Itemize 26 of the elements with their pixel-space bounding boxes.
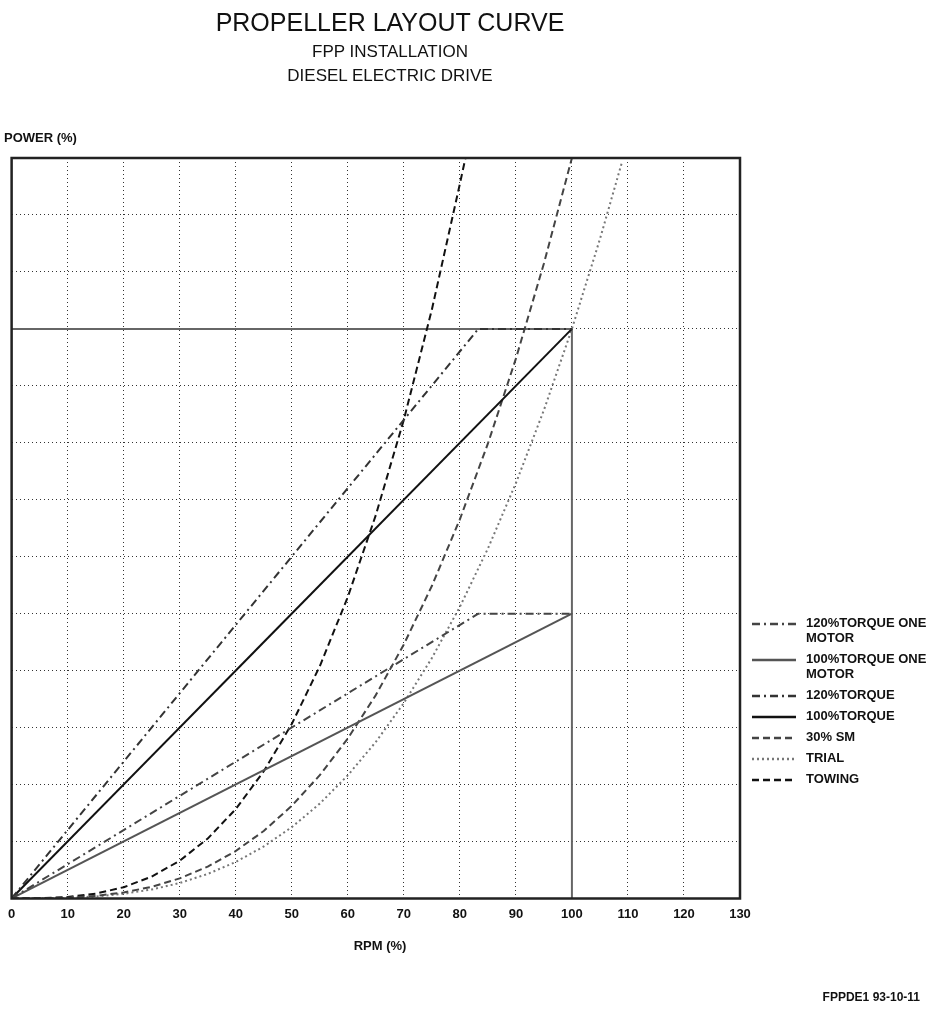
x-tick-label: 60 <box>340 905 356 921</box>
x-tick-label: 30 <box>172 905 187 921</box>
x-tick-label: 20 <box>116 905 131 921</box>
legend-label: 30% SM <box>806 729 856 744</box>
chart-subtitle: FPP INSTALLATION DIESEL ELECTRIC DRIVE <box>286 41 494 87</box>
legend-label: TOWING <box>806 771 860 786</box>
x-tick-label: 10 <box>60 905 75 921</box>
x-axis-title: RPM (%) <box>352 938 408 953</box>
x-tick-label: 0 <box>8 905 16 921</box>
x-tick-label: 80 <box>452 905 468 921</box>
legend-label: 100%TORQUE ONE MOTOR <box>806 651 928 681</box>
x-tick-label: 40 <box>228 905 243 921</box>
legend-label: 120%TORQUE ONE MOTOR <box>806 615 928 645</box>
legend-label: 100%TORQUE <box>806 708 895 723</box>
x-tick-label: 90 <box>508 905 524 921</box>
x-tick-label: 70 <box>396 905 412 921</box>
x-tick-label: 50 <box>284 905 299 921</box>
legend-label: 120%TORQUE <box>806 687 895 702</box>
x-tick-label: 120 <box>673 905 695 921</box>
legend-label: TRIAL <box>806 750 845 765</box>
text: FPPDE1 93-10-11 <box>822 990 920 1004</box>
x-tick-label: 100 <box>561 905 583 921</box>
x-tick-label: 130 <box>729 905 751 921</box>
y-axis-title: POWER (%) <box>4 130 77 145</box>
chart-title: PROPELLER LAYOUT CURVE <box>214 8 566 37</box>
x-tick-label: 110 <box>617 905 639 921</box>
